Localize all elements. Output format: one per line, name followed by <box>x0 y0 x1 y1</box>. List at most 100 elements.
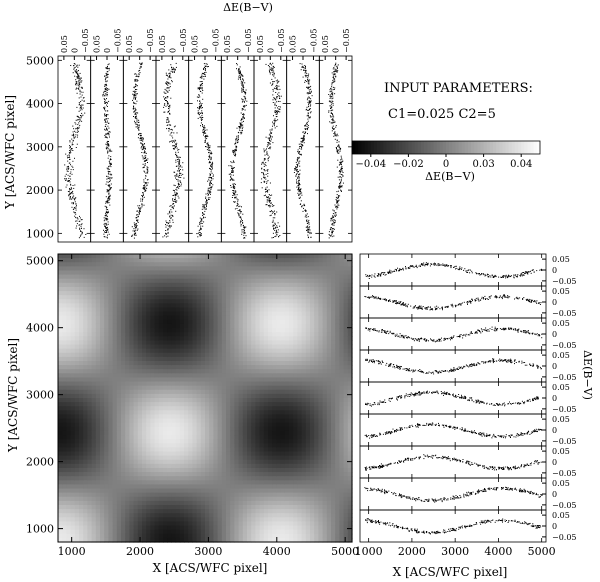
heatmap-cell <box>79 435 84 440</box>
heatmap-cell <box>133 443 139 448</box>
heatmap-cell <box>196 447 202 453</box>
heatmap-cell <box>66 336 72 341</box>
heatmap-cell <box>79 348 84 354</box>
heatmap-cell <box>91 414 97 420</box>
heatmap-cell <box>339 254 345 259</box>
heatmap-cell <box>91 529 97 535</box>
heatmap-cell <box>58 439 63 444</box>
heatmap-cell <box>100 509 105 514</box>
heatmap-cell <box>158 286 164 292</box>
heatmap-cell <box>95 406 101 411</box>
heatmap-cell <box>213 488 219 494</box>
heatmap-cell <box>326 373 332 379</box>
heatmap-cell <box>268 381 273 387</box>
heatmap-cell <box>322 319 328 325</box>
heatmap-cell <box>62 451 67 457</box>
heatmap-cell <box>150 451 156 457</box>
heatmap-cell <box>66 443 72 448</box>
heatmap-cell <box>230 467 235 473</box>
heatmap-cell <box>121 270 126 276</box>
heatmap-cell <box>66 398 72 403</box>
heatmap-cell <box>322 476 328 481</box>
heatmap-cell <box>137 521 143 527</box>
heatmap-cell <box>242 262 248 267</box>
heatmap-cell <box>62 365 67 370</box>
heatmap-cell <box>91 299 97 304</box>
heatmap-cell <box>289 258 294 263</box>
heatmap-cell <box>335 352 340 358</box>
heatmap-cell <box>205 295 210 300</box>
heatmap-cell <box>297 476 303 481</box>
heatmap-cell <box>112 447 118 453</box>
heatmap-cell <box>163 435 168 440</box>
heatmap-cell <box>272 492 277 498</box>
heatmap-cell <box>196 373 202 379</box>
heatmap-cell <box>347 369 353 374</box>
heatmap-cell <box>263 291 269 296</box>
heatmap-cell <box>331 504 336 510</box>
heatmap-cell <box>121 365 126 370</box>
heatmap-cell <box>242 328 248 333</box>
heatmap-cell <box>310 472 315 477</box>
heatmap-cell <box>91 406 97 411</box>
heatmap-cell <box>95 278 101 284</box>
heatmap-cell <box>268 385 273 391</box>
heatmap-cell <box>175 467 181 473</box>
heatmap-cell <box>339 451 345 457</box>
heatmap-cell <box>347 385 353 391</box>
heatmap-cell <box>230 258 235 263</box>
heatmap-cell <box>217 393 223 399</box>
heatmap-cell <box>251 422 256 428</box>
heatmap-cell <box>335 430 340 436</box>
heatmap-cell <box>66 451 72 457</box>
heatmap-cell <box>263 410 269 416</box>
heatmap-cell <box>163 381 168 387</box>
heatmap-cell <box>100 360 105 366</box>
heatmap-cell <box>255 488 261 494</box>
heatmap-cell <box>226 340 231 346</box>
heatmap-cell <box>268 291 273 296</box>
heatmap-cell <box>79 266 84 272</box>
heatmap-cell <box>263 373 269 379</box>
heatmap-cell <box>238 311 244 317</box>
heatmap-cell <box>238 455 244 461</box>
heatmap-cell <box>335 266 340 272</box>
heatmap-cell <box>95 393 101 399</box>
heatmap-cell <box>242 303 248 309</box>
heatmap-cell <box>163 459 168 465</box>
heatmap-cell <box>100 323 105 329</box>
heatmap-cell <box>167 430 172 436</box>
heatmap-cell <box>104 435 109 440</box>
heatmap-cell <box>268 480 273 485</box>
heatmap-cell <box>62 472 67 477</box>
heatmap-cell <box>339 443 345 448</box>
heatmap-cell <box>79 340 84 346</box>
heatmap-cell <box>293 254 298 259</box>
heatmap-cell <box>179 303 185 309</box>
heatmap-cell <box>100 537 105 543</box>
heatmap-cell <box>179 426 185 432</box>
heatmap-cell <box>108 480 114 485</box>
heatmap-cell <box>70 270 76 276</box>
heatmap-cell <box>163 340 168 346</box>
heatmap-cell <box>125 430 130 436</box>
heatmap-cell <box>158 328 164 333</box>
heatmap-cell <box>150 328 156 333</box>
heatmap-cell <box>58 472 63 477</box>
heatmap-cell <box>62 373 67 379</box>
heatmap-cell <box>322 291 328 296</box>
heatmap-cell <box>150 381 156 387</box>
heatmap-cell <box>234 488 240 494</box>
heatmap-cell <box>242 373 248 379</box>
heatmap-cell <box>87 443 93 448</box>
heatmap-cell <box>305 451 311 457</box>
heatmap-cell <box>108 323 114 329</box>
heatmap-cell <box>289 356 294 362</box>
heatmap-cell <box>251 328 256 333</box>
heatmap-cell <box>314 488 319 494</box>
heatmap-cell <box>108 418 114 424</box>
heatmap-cell <box>347 389 353 395</box>
heatmap-cell <box>91 360 97 366</box>
heatmap-cell <box>293 385 298 391</box>
heatmap-cell <box>230 480 235 485</box>
